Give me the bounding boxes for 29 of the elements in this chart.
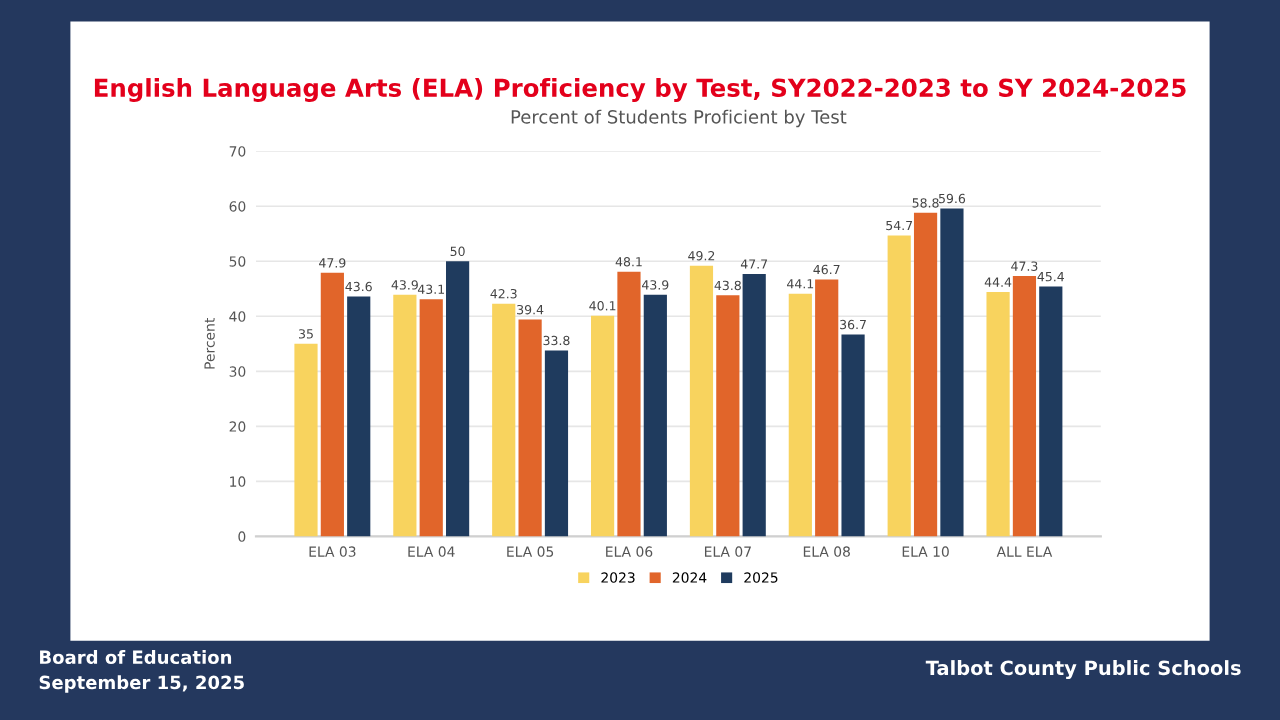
bar — [419, 299, 443, 537]
chart-subtitle: Percent of Students Proficient by Test — [511, 109, 847, 128]
bar — [643, 294, 667, 537]
bar — [294, 343, 318, 537]
bar — [518, 319, 542, 537]
text: Talbot County Public Schools — [925, 660, 1241, 680]
bar — [617, 271, 641, 537]
text: Board of Education — [40, 650, 232, 665]
bar — [940, 208, 964, 537]
bar — [591, 315, 615, 537]
bar — [544, 350, 569, 537]
bar — [815, 279, 839, 537]
bar — [913, 212, 938, 537]
bar — [320, 272, 344, 537]
bar — [1039, 286, 1063, 537]
bar — [742, 273, 766, 537]
text: September 15, 2025 — [39, 675, 244, 693]
bar — [841, 334, 865, 537]
bar — [986, 292, 1010, 537]
bar — [689, 265, 714, 537]
bar — [393, 294, 417, 537]
bar — [1012, 276, 1037, 537]
bar — [788, 293, 812, 537]
bar — [492, 303, 516, 537]
bar — [887, 235, 911, 537]
bar — [716, 295, 740, 537]
chart-title: English Language Arts (ELA) Proficiency by Test, SY2022-2023 to SY 2024-2025 — [94, 78, 1186, 102]
bar — [446, 261, 470, 537]
bar — [347, 296, 371, 537]
